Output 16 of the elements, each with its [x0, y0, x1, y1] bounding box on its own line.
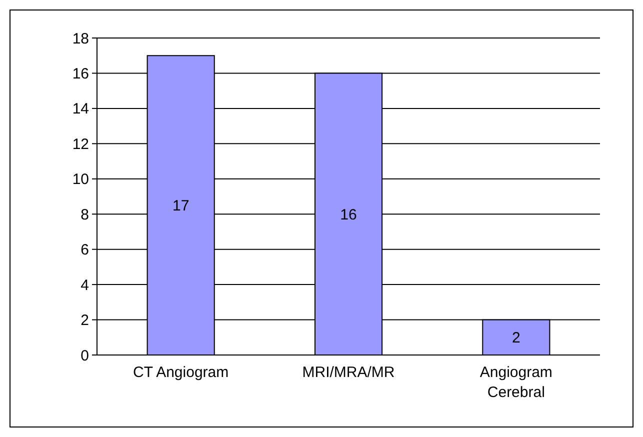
y-tick-label: 4 — [80, 276, 89, 294]
y-tick-label: 6 — [80, 242, 89, 259]
y-tick-label: 14 — [72, 100, 89, 118]
data-label: 16 — [340, 206, 357, 224]
y-tick-label: 0 — [80, 347, 89, 364]
x-tick-label: MRI/MRA/MR — [302, 364, 395, 381]
data-label: 17 — [172, 198, 190, 215]
y-tick-label: 12 — [72, 136, 89, 153]
y-tick-label: 18 — [72, 30, 89, 48]
y-tick-label: 10 — [72, 171, 89, 188]
x-tick-label: CT Angiogram — [133, 364, 229, 381]
data-label: 2 — [512, 330, 520, 347]
x-tick-label: Angiogram Cerebral — [480, 364, 552, 401]
y-tick-label: 8 — [80, 206, 89, 224]
y-tick-label: 2 — [80, 312, 89, 330]
y-tick-label: 16 — [72, 65, 89, 82]
